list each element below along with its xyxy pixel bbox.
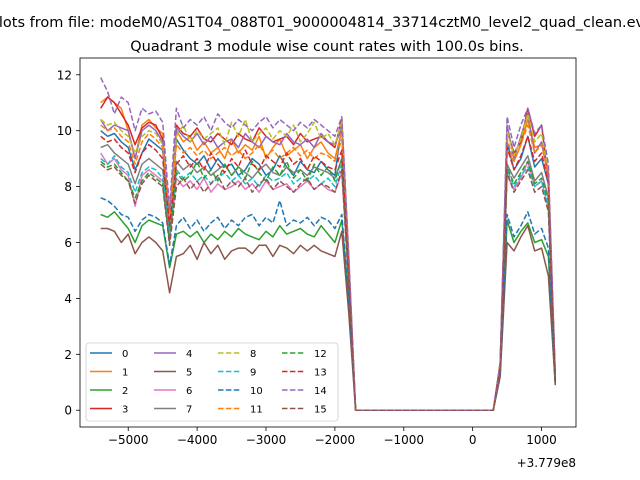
figure-suptitle: Plots from file: modeM0/AS1T04_088T01_90… [0, 15, 640, 31]
series-line-15 [100, 163, 557, 411]
x-tick-label: −2000 [315, 433, 356, 447]
x-offset-label: +3.779e8 [517, 456, 576, 470]
legend-label-12: 12 [314, 349, 327, 360]
x-tick-label: 0 [469, 433, 477, 447]
x-tick-label: −5000 [108, 433, 149, 447]
x-tick-label: 1000 [526, 433, 557, 447]
legend-label-1: 1 [122, 368, 128, 379]
y-tick-label: 4 [64, 292, 72, 306]
axes-title: Quadrant 3 module wise count rates with … [130, 39, 524, 55]
legend-label-5: 5 [186, 368, 192, 379]
legend-label-0: 0 [122, 349, 128, 360]
x-tick-label: −4000 [177, 433, 218, 447]
legend-label-9: 9 [250, 368, 256, 379]
series-line-14 [100, 77, 557, 411]
y-tick-label: 6 [64, 236, 72, 250]
y-tick-label: 0 [64, 404, 72, 418]
series-line-13 [100, 135, 557, 411]
legend-label-13: 13 [314, 368, 327, 379]
legend-label-11: 11 [250, 405, 263, 416]
y-tick-label: 8 [64, 180, 72, 194]
plot-area: −5000 −4000 −3000 −2000 −1000 0 10000246810120… [57, 57, 577, 447]
legend-label-8: 8 [250, 349, 256, 360]
x-tick-label: −3000 [246, 433, 287, 447]
legend-label-2: 2 [122, 386, 128, 397]
legend-label-14: 14 [314, 386, 327, 397]
legend-label-7: 7 [186, 405, 192, 416]
legend-label-15: 15 [314, 405, 327, 416]
legend-box [85, 342, 339, 422]
y-tick-label: 12 [57, 68, 72, 82]
y-tick-label: 2 [64, 348, 72, 362]
legend-label-6: 6 [186, 386, 192, 397]
legend-label-10: 10 [250, 386, 263, 397]
y-tick-label: 10 [57, 124, 72, 138]
x-tick-label: −1000 [383, 433, 424, 447]
legend-label-4: 4 [186, 349, 192, 360]
legend-label-3: 3 [122, 405, 128, 416]
